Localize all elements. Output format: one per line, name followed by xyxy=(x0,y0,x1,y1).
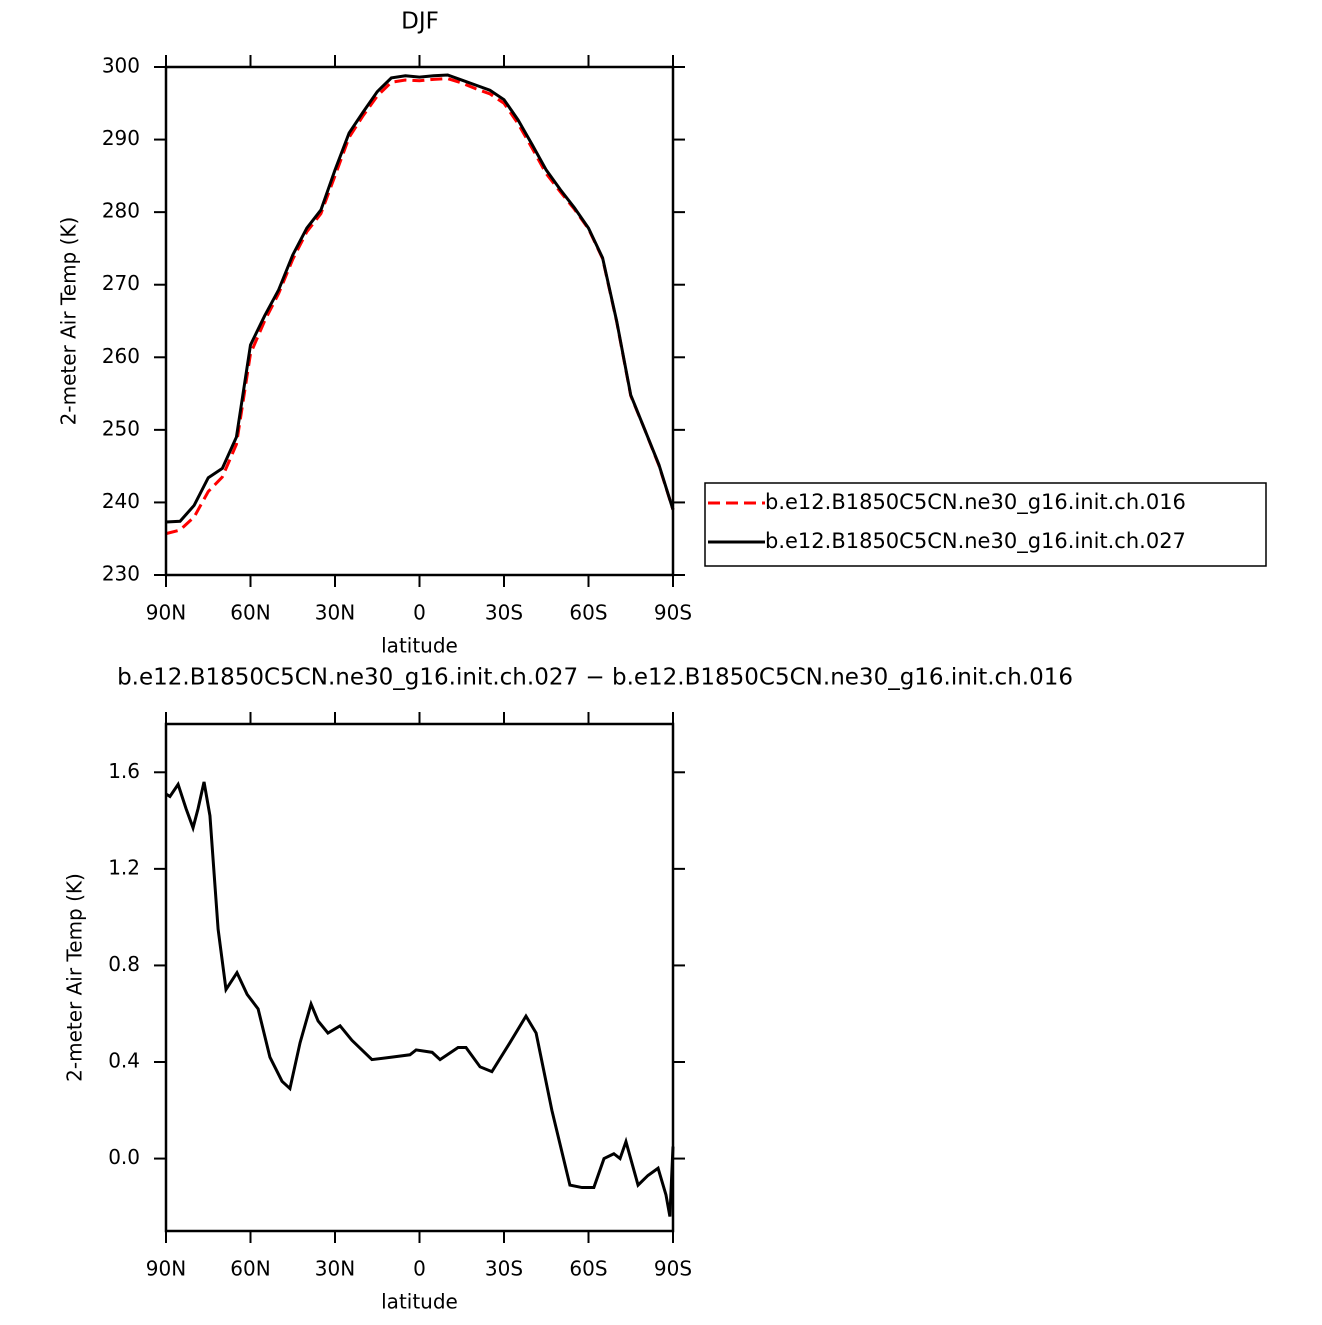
y-tick-label: 1.6 xyxy=(108,759,140,783)
x-tick-label: 0 xyxy=(413,1257,426,1281)
x-tick-label: 30S xyxy=(485,601,523,625)
x-axis-label: latitude xyxy=(381,1290,458,1314)
plot-frame xyxy=(164,722,675,1233)
x-tick-label: 30N xyxy=(315,1257,355,1281)
x-tick-label: 90N xyxy=(146,1257,186,1281)
x-tick-label: 60S xyxy=(569,1257,607,1281)
y-tick-label: 0.8 xyxy=(108,952,140,976)
x-tick-label: 30N xyxy=(315,601,355,625)
legend-label: b.e12.B1850C5CN.ne30_g16.init.ch.027 xyxy=(765,529,1186,554)
x-tick-label: 90S xyxy=(654,601,692,625)
y-axis-label: 2-meter Air Temp (K) xyxy=(57,217,81,426)
y-tick-label: 290 xyxy=(102,126,140,150)
y-tick-label: 230 xyxy=(102,562,140,586)
x-tick-label: 0 xyxy=(413,601,426,625)
x-tick-label: 30S xyxy=(485,1257,523,1281)
y-tick-label: 240 xyxy=(102,489,140,513)
data-line xyxy=(165,77,675,536)
x-tick-label: 90N xyxy=(146,601,186,625)
y-tick-label: 260 xyxy=(102,344,140,368)
y-tick-label: 0.0 xyxy=(108,1145,140,1169)
data-line xyxy=(165,73,675,524)
x-axis-label: latitude xyxy=(381,634,458,658)
chart-title: DJF xyxy=(401,9,439,35)
legend-label: b.e12.B1850C5CN.ne30_g16.init.ch.016 xyxy=(765,490,1186,515)
y-tick-label: 270 xyxy=(102,271,140,295)
x-tick-label: 90S xyxy=(654,1257,692,1281)
legend-box xyxy=(704,482,1267,567)
data-line xyxy=(165,780,675,1217)
y-tick-label: 250 xyxy=(102,416,140,440)
y-axis-label: 2-meter Air Temp (K) xyxy=(63,873,87,1082)
plot-frame xyxy=(164,65,675,577)
x-tick-label: 60N xyxy=(230,1257,270,1281)
y-tick-label: 1.2 xyxy=(108,855,140,879)
y-tick-label: 300 xyxy=(102,54,140,78)
y-tick-label: 0.4 xyxy=(108,1049,140,1073)
x-tick-label: 60N xyxy=(230,601,270,625)
y-tick-label: 280 xyxy=(102,199,140,223)
x-tick-label: 60S xyxy=(569,601,607,625)
chart-title: b.e12.B1850C5CN.ne30_g16.init.ch.027 − b… xyxy=(117,665,1073,691)
